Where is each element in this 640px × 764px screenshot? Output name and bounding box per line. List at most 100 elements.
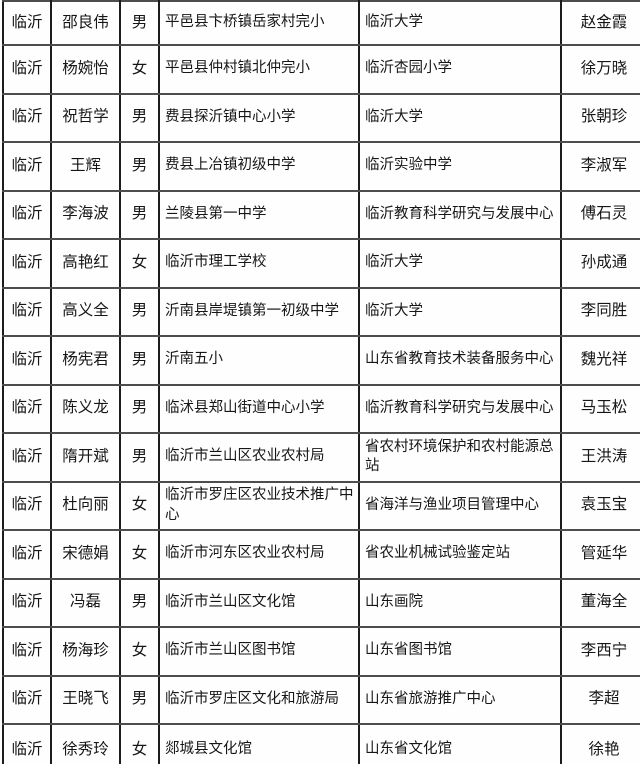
cell-organization: 省农业机械试验鉴定站 xyxy=(358,529,562,580)
cell-city: 临沂 xyxy=(2,674,52,725)
cell-city: 临沂 xyxy=(2,92,52,143)
cell-city: 临沂 xyxy=(2,238,52,289)
cell-person-name: 杨婉怡 xyxy=(50,44,121,95)
cell-gender: 男 xyxy=(119,577,160,628)
cell-related-name: 李同胜 xyxy=(560,286,640,337)
cell-city: 临沂 xyxy=(2,44,52,95)
cell-gender: 男 xyxy=(119,383,160,434)
cell-related-name: 马玉松 xyxy=(560,383,640,434)
cell-work-unit: 郯城县文化馆 xyxy=(158,723,360,764)
cell-city: 临沂 xyxy=(2,141,52,192)
cell-related-name: 傅石灵 xyxy=(560,189,640,240)
cell-gender: 女 xyxy=(119,44,160,95)
cell-person-name: 宋德娟 xyxy=(50,529,121,580)
cell-work-unit: 兰陵县第一中学 xyxy=(158,189,360,240)
table-row: 临沂 隋开斌男临沂市兰山区农业农村局 省农村环境保护和农村能源总站 王洪涛 xyxy=(2,432,640,483)
cell-related-name: 董海全 xyxy=(560,577,640,628)
table-row: 临沂 祝哲学男费县探沂镇中心小学 临沂大学 张朝珍 xyxy=(2,92,640,143)
table-row: 临沂 王晓飞男临沂市罗庄区文化和旅游局 山东省旅游推广中心 李超 xyxy=(2,674,640,725)
cell-person-name: 杜向丽 xyxy=(50,480,121,531)
cell-organization: 省农村环境保护和农村能源总站 xyxy=(358,432,562,483)
cell-gender: 女 xyxy=(119,238,160,289)
cell-gender: 女 xyxy=(119,529,160,580)
cell-work-unit: 沂南五小 xyxy=(158,335,360,386)
cell-work-unit: 临沂市罗庄区农业技术推广中心 xyxy=(158,480,360,531)
cell-person-name: 陈义龙 xyxy=(50,383,121,434)
cell-gender: 男 xyxy=(119,189,160,240)
cell-work-unit: 临沂市兰山区文化馆 xyxy=(158,577,360,628)
cell-organization: 临沂实验中学 xyxy=(358,141,562,192)
cell-work-unit: 平邑县卞桥镇岳家村完小 xyxy=(158,0,360,46)
cell-organization: 山东省文化馆 xyxy=(358,723,562,764)
cell-related-name: 李西宁 xyxy=(560,626,640,677)
table-row: 临沂 冯磊男临沂市兰山区文化馆 山东画院 董海全 xyxy=(2,577,640,628)
table-row: 临沂 宋德娟女临沂市河东区农业农村局 省农业机械试验鉴定站 管延华 xyxy=(2,529,640,580)
cell-organization: 临沂大学 xyxy=(358,238,562,289)
cell-person-name: 王晓飞 xyxy=(50,674,121,725)
cell-person-name: 高义全 xyxy=(50,286,121,337)
cell-related-name: 李淑军 xyxy=(560,141,640,192)
cell-city: 临沂 xyxy=(2,383,52,434)
table-row: 临沂 杜向丽女临沂市罗庄区农业技术推广中心 省海洋与渔业项目管理中心 袁玉宝 xyxy=(2,480,640,531)
table-row: 临沂 杨婉怡女平邑县仲村镇北仲完小 临沂杏园小学 徐万晓 xyxy=(2,44,640,95)
cell-related-name: 魏光祥 xyxy=(560,335,640,386)
cell-organization: 临沂杏园小学 xyxy=(358,44,562,95)
cell-gender: 男 xyxy=(119,674,160,725)
table-row: 临沂 王辉男费县上冶镇初级中学 临沂实验中学 李淑军 xyxy=(2,141,640,192)
cell-gender: 女 xyxy=(119,723,160,764)
cell-gender: 男 xyxy=(119,141,160,192)
table-row: 临沂 邵良伟男平邑县卞桥镇岳家村完小 临沂大学 赵金霞 xyxy=(2,0,640,46)
cell-work-unit: 临沂市河东区农业农村局 xyxy=(158,529,360,580)
cell-work-unit: 临沂市兰山区农业农村局 xyxy=(158,432,360,483)
cell-work-unit: 沂南县岸堤镇第一初级中学 xyxy=(158,286,360,337)
cell-organization: 山东省旅游推广中心 xyxy=(358,674,562,725)
cell-city: 临沂 xyxy=(2,480,52,531)
cell-gender: 女 xyxy=(119,480,160,531)
table-row: 临沂 陈义龙男临沭县郑山街道中心小学 临沂教育科学研究与发展中心 马玉松 xyxy=(2,383,640,434)
table-row: 临沂 杨海珍女临沂市兰山区图书馆 山东省图书馆 李西宁 xyxy=(2,626,640,677)
cell-person-name: 高艳红 xyxy=(50,238,121,289)
cell-person-name: 杨宪君 xyxy=(50,335,121,386)
cell-gender: 男 xyxy=(119,92,160,143)
cell-organization: 山东画院 xyxy=(358,577,562,628)
cell-organization: 临沂教育科学研究与发展中心 xyxy=(358,383,562,434)
cell-related-name: 徐艳 xyxy=(560,723,640,764)
cell-related-name: 徐万晓 xyxy=(560,44,640,95)
cell-related-name: 张朝珍 xyxy=(560,92,640,143)
cell-related-name: 王洪涛 xyxy=(560,432,640,483)
cell-related-name: 孙成通 xyxy=(560,238,640,289)
table-row: 临沂 徐秀玲女郯城县文化馆 山东省文化馆 徐艳 xyxy=(2,723,640,764)
table-row: 临沂 高义全男沂南县岸堤镇第一初级中学 临沂大学 李同胜 xyxy=(2,286,640,337)
cell-gender: 男 xyxy=(119,0,160,46)
cell-work-unit: 临沂市兰山区图书馆 xyxy=(158,626,360,677)
table-row: 临沂 高艳红女临沂市理工学校 临沂大学 孙成通 xyxy=(2,238,640,289)
table-row: 临沂 杨宪君男沂南五小 山东省教育技术装备服务中心 魏光祥 xyxy=(2,335,640,386)
table-row: 临沂 李海波男兰陵县第一中学 临沂教育科学研究与发展中心 傅石灵 xyxy=(2,189,640,240)
cell-related-name: 管延华 xyxy=(560,529,640,580)
cell-city: 临沂 xyxy=(2,723,52,764)
cell-work-unit: 费县探沂镇中心小学 xyxy=(158,92,360,143)
cell-work-unit: 临沂市理工学校 xyxy=(158,238,360,289)
cell-organization: 山东省教育技术装备服务中心 xyxy=(358,335,562,386)
cell-person-name: 冯磊 xyxy=(50,577,121,628)
cell-work-unit: 费县上冶镇初级中学 xyxy=(158,141,360,192)
cell-work-unit: 临沂市罗庄区文化和旅游局 xyxy=(158,674,360,725)
cell-organization: 临沂教育科学研究与发展中心 xyxy=(358,189,562,240)
cell-related-name: 赵金霞 xyxy=(560,0,640,46)
cell-gender: 男 xyxy=(119,432,160,483)
cell-work-unit: 平邑县仲村镇北仲完小 xyxy=(158,44,360,95)
cell-city: 临沂 xyxy=(2,189,52,240)
cell-city: 临沂 xyxy=(2,577,52,628)
cell-person-name: 李海波 xyxy=(50,189,121,240)
cell-organization: 临沂大学 xyxy=(358,286,562,337)
cell-work-unit: 临沭县郑山街道中心小学 xyxy=(158,383,360,434)
cell-city: 临沂 xyxy=(2,432,52,483)
cell-city: 临沂 xyxy=(2,529,52,580)
cell-related-name: 袁玉宝 xyxy=(560,480,640,531)
cell-person-name: 隋开斌 xyxy=(50,432,121,483)
cell-organization: 省海洋与渔业项目管理中心 xyxy=(358,480,562,531)
cell-organization: 临沂大学 xyxy=(358,0,562,46)
